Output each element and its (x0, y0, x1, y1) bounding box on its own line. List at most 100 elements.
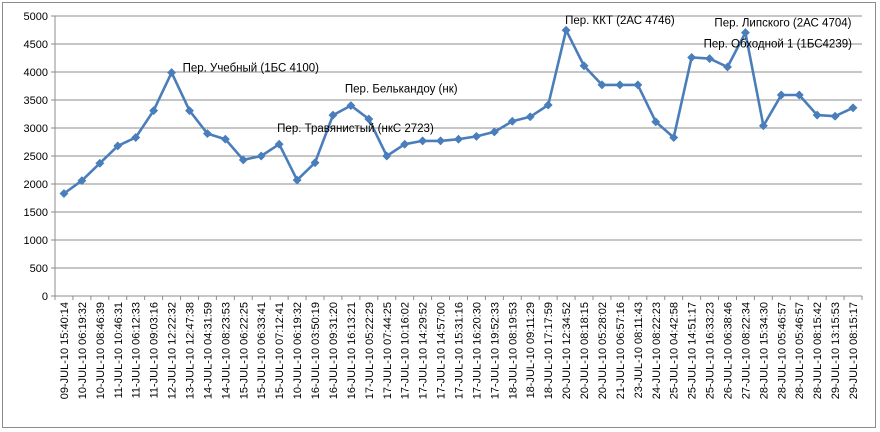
data-point (328, 110, 338, 120)
annotation-label: Пер. ККТ (2АС 4746) (565, 15, 675, 27)
x-tick-label: 29-JUL-10 13:15:53 (830, 302, 842, 399)
x-tick-label: 29-JUL-10 08:15:17 (848, 302, 860, 399)
x-tick-label: 20-JUL-10 08:18:15 (579, 302, 591, 399)
y-tick-label: 3500 (24, 95, 48, 107)
data-point (184, 106, 195, 116)
data-point (543, 100, 553, 110)
data-point (597, 80, 607, 90)
x-tick-label: 17-JUL-10 14:29:52 (418, 302, 430, 399)
data-point (525, 112, 535, 122)
x-tick-label: 11-JUL-10 06:12:33 (131, 302, 143, 398)
data-point (705, 54, 715, 64)
data-point (292, 175, 302, 185)
x-tick-label: 15-JUL-10 06:33:41 (256, 302, 268, 399)
data-point (740, 28, 750, 38)
data-point (812, 110, 822, 120)
y-tick-label: 2500 (24, 151, 48, 163)
data-point (758, 121, 768, 131)
data-point (167, 68, 177, 78)
x-tick-label: 18-JUL-10 08:19:53 (507, 302, 519, 399)
x-tick-label: 28-JUL-10 08:15:42 (812, 302, 824, 399)
x-tick-label: 25-JUL-10 04:42:58 (669, 302, 681, 399)
x-tick-label: 25-JUL-10 16:33:23 (705, 302, 717, 399)
x-tick-label: 17-JUL-10 14:57:00 (436, 302, 448, 399)
x-tick-label: 11-JUL-10 09:03:16 (149, 302, 161, 398)
x-tick-label: 11-JUL-10 10:46:31 (113, 302, 125, 398)
data-point (274, 139, 284, 149)
x-tick-label: 17-JUL-10 07:44:25 (382, 302, 394, 399)
series (59, 25, 858, 199)
annotation-label: Пер. Липского (2АС 4704) (714, 18, 851, 30)
data-point (507, 116, 517, 126)
data-point (579, 61, 589, 71)
x-tick-label: 14-JUL-10 04:31:59 (202, 302, 214, 399)
data-point (471, 131, 481, 141)
data-point (310, 158, 320, 168)
chart-frame (2, 2, 876, 428)
data-point (651, 117, 661, 127)
x-tick-label: 13-JUL-10 12:47:38 (185, 302, 197, 399)
x-tick-label: 17-JUL-10 05:22:29 (364, 302, 376, 399)
data-point (382, 151, 392, 161)
gridlines (55, 15, 862, 297)
annotation-label: Пер. Травянистый (нкС 2723) (277, 123, 434, 135)
data-point (669, 132, 679, 143)
x-tick-label: 20-JUL-10 12:34:52 (561, 302, 573, 399)
y-tick-label: 5000 (24, 11, 48, 23)
x-axis-ticks: 09-JUL-10 15:40:14 10-JUL-10 06:19:32 10-J… (54, 296, 863, 399)
data-point (633, 80, 643, 90)
annotations: Пер. Учебный (1БС 4100) Пер. Травянистый … (183, 15, 853, 135)
x-tick-label: 16-JUL-10 09:31:20 (328, 302, 340, 399)
data-point (149, 106, 159, 116)
y-tick-label: 500 (30, 263, 48, 275)
data-point (848, 103, 858, 113)
x-tick-label: 14-JUL-10 08:23:53 (220, 302, 232, 399)
annotation-label: Пер. Белькандоу (нк) (345, 84, 458, 96)
data-point (722, 62, 733, 72)
data-point (346, 101, 356, 111)
x-tick-label: 21-JUL-10 06:57:16 (615, 302, 627, 399)
x-tick-label: 10-JUL-10 08:46:39 (95, 302, 107, 399)
x-tick-label: 26-JUL-10 06:38:46 (723, 302, 735, 399)
data-point (418, 136, 428, 146)
x-tick-label: 18-JUL-10 09:11:29 (525, 302, 537, 398)
data-point (794, 90, 804, 100)
y-axis-ticks: 0 500 1000 1500 2000 2500 3000 3500 4000 4500 5000 (24, 11, 55, 303)
data-point (400, 139, 410, 149)
data-point (131, 132, 141, 143)
data-point (561, 25, 571, 35)
annotation-label: Пер. Учебный (1БС 4100) (183, 63, 320, 75)
data-point (615, 80, 625, 90)
data-point (687, 52, 697, 62)
data-point (830, 111, 840, 121)
x-tick-label: 17-JUL-10 16:20:30 (471, 302, 483, 399)
data-point (59, 188, 69, 199)
x-tick-label: 18-JUL-10 17:17:59 (543, 302, 555, 399)
x-tick-label: 10-JUL-10 06:19:32 (292, 302, 304, 399)
y-tick-label: 4500 (24, 39, 48, 51)
x-tick-label: 09-JUL-10 15:40:14 (59, 302, 71, 399)
data-point (453, 134, 464, 144)
annotation-label: Пер. Обходной 1 (1БС4239) (704, 39, 853, 51)
x-tick-label: 27-JUL-10 08:22:34 (740, 302, 752, 399)
x-tick-label: 17-JUL-10 10:16:02 (400, 302, 412, 399)
data-point (202, 129, 212, 139)
x-tick-label: 24-JUL-10 08:22:23 (651, 302, 663, 399)
y-tick-label: 4000 (24, 67, 48, 79)
series-line (63, 28, 854, 195)
data-point (77, 176, 87, 186)
y-tick-label: 3000 (24, 123, 48, 135)
x-tick-label: 17-JUL-10 19:52:33 (489, 302, 501, 399)
data-point (489, 127, 499, 137)
x-tick-label: 23-JUL-10 08:11:43 (633, 302, 645, 398)
x-tick-label: 28-JUL-10 15:34:30 (758, 302, 770, 399)
x-tick-label: 16-JUL-10 03:50:19 (310, 302, 322, 399)
x-tick-label: 28-JUL-10 05:46:57 (794, 302, 806, 399)
x-tick-label: 20-JUL-10 05:28:02 (597, 302, 609, 399)
data-point (238, 155, 248, 165)
x-tick-label: 25-JUL-10 14:51:17 (687, 302, 699, 399)
x-tick-label: 12-JUL-10 12:22:32 (167, 302, 179, 399)
y-tick-label: 0 (42, 291, 48, 303)
x-tick-label: 16-JUL-10 16:13:21 (346, 302, 358, 399)
